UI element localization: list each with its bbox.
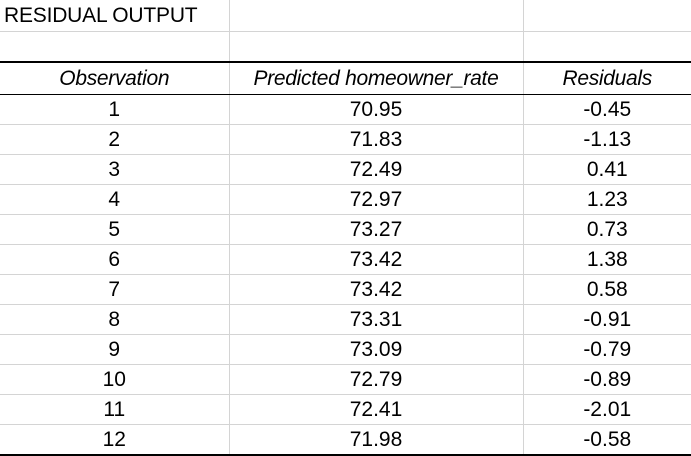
predicted-cell[interactable]: 70.95 xyxy=(229,94,524,125)
column-header-observation[interactable]: Observation xyxy=(0,62,230,95)
predicted-cell[interactable]: 72.41 xyxy=(229,394,524,425)
residual-cell[interactable]: 0.41 xyxy=(523,154,691,185)
column-header-residuals[interactable]: Residuals xyxy=(523,62,691,95)
observation-cell[interactable]: 12 xyxy=(0,424,230,456)
predicted-cell[interactable]: 72.97 xyxy=(229,184,524,215)
table-row: 2 71.83 -1.13 xyxy=(0,124,691,155)
observation-cell[interactable]: 2 xyxy=(0,124,230,155)
predicted-cell[interactable]: 71.98 xyxy=(229,424,524,456)
column-header-predicted[interactable]: Predicted homeowner_rate xyxy=(229,62,524,95)
residual-cell[interactable]: -0.45 xyxy=(523,94,691,125)
residual-cell[interactable]: -1.13 xyxy=(523,124,691,155)
observation-cell[interactable]: 7 xyxy=(0,274,230,305)
observation-cell[interactable]: 6 xyxy=(0,244,230,275)
empty-cell[interactable] xyxy=(229,31,524,63)
table-row: 6 73.42 1.38 xyxy=(0,244,691,275)
observation-cell[interactable]: 11 xyxy=(0,394,230,425)
table-row: 3 72.49 0.41 xyxy=(0,154,691,185)
observation-cell[interactable]: 1 xyxy=(0,94,230,125)
table-title[interactable]: RESIDUAL OUTPUT xyxy=(0,0,230,32)
residual-cell[interactable]: 0.73 xyxy=(523,214,691,245)
table-row: 12 71.98 -0.58 xyxy=(0,424,691,456)
header-row: Observation Predicted homeowner_rate Res… xyxy=(0,62,691,95)
residual-cell[interactable]: 0.58 xyxy=(523,274,691,305)
empty-cell[interactable] xyxy=(0,31,230,63)
predicted-cell[interactable]: 73.42 xyxy=(229,244,524,275)
predicted-cell[interactable]: 73.09 xyxy=(229,334,524,365)
residual-cell[interactable]: -0.89 xyxy=(523,364,691,395)
residual-cell[interactable]: -2.01 xyxy=(523,394,691,425)
blank-row xyxy=(0,31,691,63)
table-row: 9 73.09 -0.79 xyxy=(0,334,691,365)
observation-cell[interactable]: 8 xyxy=(0,304,230,335)
predicted-cell[interactable]: 73.31 xyxy=(229,304,524,335)
predicted-cell[interactable]: 73.27 xyxy=(229,214,524,245)
predicted-cell[interactable]: 73.42 xyxy=(229,274,524,305)
residual-cell[interactable]: -0.79 xyxy=(523,334,691,365)
predicted-cell[interactable]: 71.83 xyxy=(229,124,524,155)
empty-cell[interactable] xyxy=(523,31,691,63)
table-row: 8 73.31 -0.91 xyxy=(0,304,691,335)
table-row: 7 73.42 0.58 xyxy=(0,274,691,305)
table-row: 1 70.95 -0.45 xyxy=(0,94,691,125)
observation-cell[interactable]: 3 xyxy=(0,154,230,185)
observation-cell[interactable]: 10 xyxy=(0,364,230,395)
table-row: 5 73.27 0.73 xyxy=(0,214,691,245)
observation-cell[interactable]: 4 xyxy=(0,184,230,215)
observation-cell[interactable]: 5 xyxy=(0,214,230,245)
empty-cell[interactable] xyxy=(523,0,691,32)
observation-cell[interactable]: 9 xyxy=(0,334,230,365)
predicted-cell[interactable]: 72.79 xyxy=(229,364,524,395)
residual-cell[interactable]: 1.23 xyxy=(523,184,691,215)
residual-cell[interactable]: -0.58 xyxy=(523,424,691,456)
title-row: RESIDUAL OUTPUT xyxy=(0,0,691,32)
table-row: 4 72.97 1.23 xyxy=(0,184,691,215)
table-row: 10 72.79 -0.89 xyxy=(0,364,691,395)
residual-cell[interactable]: 1.38 xyxy=(523,244,691,275)
table-row: 11 72.41 -2.01 xyxy=(0,394,691,425)
residual-cell[interactable]: -0.91 xyxy=(523,304,691,335)
predicted-cell[interactable]: 72.49 xyxy=(229,154,524,185)
empty-cell[interactable] xyxy=(229,0,524,32)
